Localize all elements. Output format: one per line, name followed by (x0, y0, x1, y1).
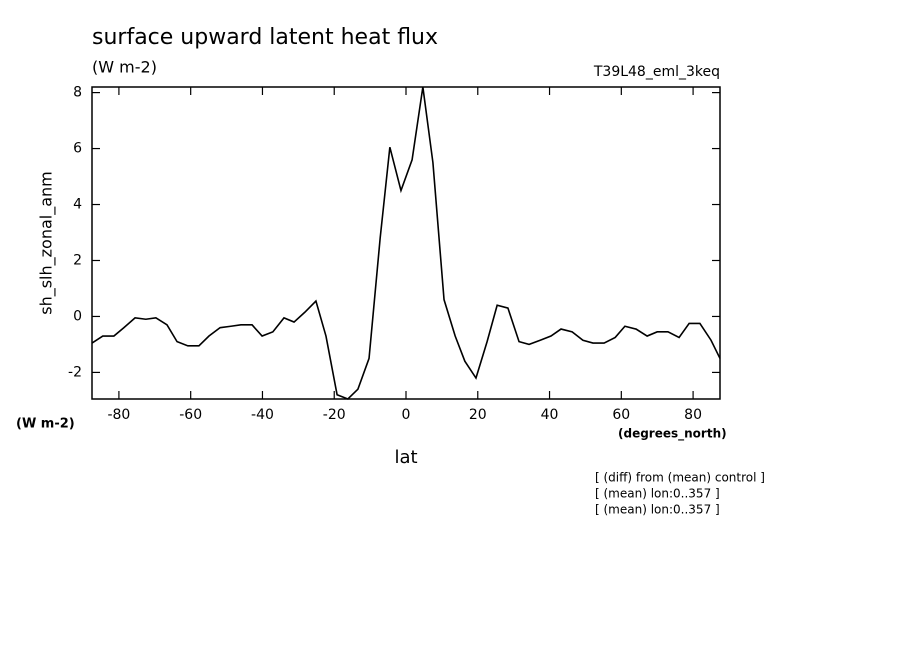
note: [ (diff) from (mean) control ] (595, 471, 765, 485)
x-tick-label: 40 (541, 407, 559, 423)
x-tick-label: 20 (469, 407, 487, 423)
x-tick-label: -80 (107, 407, 130, 423)
y-axis-label: sh_slh_zonal_anm (37, 171, 57, 315)
x-tick-label: -60 (179, 407, 202, 423)
y-tick-label: 4 (73, 197, 82, 213)
y-tick-label: 6 (73, 141, 82, 157)
x-tick-label: -20 (323, 407, 346, 423)
dataset-label: T39L48_eml_3keq (593, 64, 720, 80)
x-tick-label: 0 (402, 407, 411, 423)
y-axis-units: (W m-2) (16, 417, 75, 432)
x-axis-units: (degrees_north) (618, 427, 727, 442)
x-axis-label: lat (394, 447, 417, 468)
data-line (91, 86, 721, 400)
y-tick-label: 2 (73, 252, 82, 268)
x-tick-label: 60 (612, 407, 630, 423)
note: [ (mean) lon:0..357 ] (595, 487, 720, 501)
plot-frame (91, 86, 721, 400)
x-tick-label: 80 (684, 407, 702, 423)
x-tick-label: -40 (251, 407, 274, 423)
chart-title: surface upward latent heat flux (92, 25, 438, 50)
y-tick-label: 8 (73, 85, 82, 101)
note: [ (mean) lon:0..357 ] (595, 503, 720, 517)
y-tick-label: 0 (73, 308, 82, 324)
y-tick-label: -2 (68, 364, 82, 380)
chart-subtitle: (W m-2) (92, 58, 157, 77)
